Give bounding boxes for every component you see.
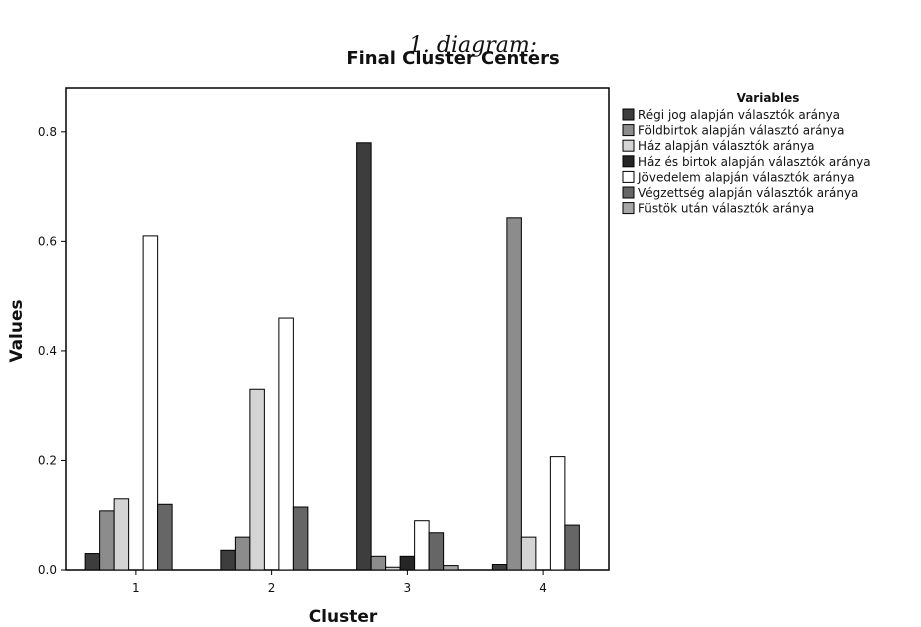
bar <box>356 142 372 571</box>
legend-title: Variables <box>737 91 800 105</box>
legend: Variables Régi jog alapján választók ará… <box>622 91 871 216</box>
x-tick-label: 3 <box>404 581 412 595</box>
bar <box>249 388 265 571</box>
bar <box>385 566 401 571</box>
legend-entry: Füstök után választók aránya <box>638 202 814 216</box>
legend-entry: Ház alapján választók aránya <box>638 139 814 153</box>
x-axis: 1 2 3 4 <box>132 570 547 595</box>
bar <box>520 536 537 571</box>
figure-caption: 1. diagram: <box>409 33 537 58</box>
legend-swatch <box>622 186 635 199</box>
bar <box>506 217 522 571</box>
bar <box>414 520 430 571</box>
bar <box>220 549 236 571</box>
bar <box>113 498 130 571</box>
y-tick-label: 0.4 <box>38 344 57 358</box>
x-tick-label: 4 <box>539 581 547 595</box>
bar <box>370 555 387 571</box>
bar <box>443 565 459 571</box>
legend-entry: Végzettség alapján választók aránya <box>638 186 858 200</box>
legend-swatch <box>622 139 635 152</box>
legend-swatch <box>622 170 635 183</box>
bar <box>278 317 294 571</box>
y-tick-label: 0.2 <box>38 453 57 467</box>
legend-entry: Jövedelem alapján választók aránya <box>637 170 855 184</box>
bar <box>491 564 508 571</box>
y-tick-label: 0.8 <box>38 125 57 139</box>
y-tick-label: 0.6 <box>38 234 57 248</box>
legend-swatch <box>622 202 635 215</box>
y-axis: 0.0 0.2 0.4 0.6 0.8 <box>38 125 66 577</box>
bars-group <box>84 142 580 571</box>
bar <box>99 510 115 571</box>
bar <box>234 536 251 571</box>
plot-frame <box>65 87 610 571</box>
bar <box>428 532 445 571</box>
bar <box>564 524 580 571</box>
bar <box>157 503 173 571</box>
bar <box>142 235 159 571</box>
legend-swatch <box>622 155 635 168</box>
chart-title: Final Cluster Centers <box>346 48 559 69</box>
y-tick-label: 0.0 <box>38 563 57 577</box>
x-axis-title: Cluster <box>309 607 378 627</box>
y-axis-title: Values <box>7 299 27 362</box>
legend-swatch <box>622 108 635 121</box>
bar <box>84 553 101 571</box>
legend-swatch <box>622 124 635 137</box>
bar <box>549 456 566 571</box>
x-tick-label: 1 <box>132 581 140 595</box>
bar <box>292 506 309 571</box>
legend-entry: Régi jog alapján választók aránya <box>638 108 840 122</box>
bar <box>399 555 416 571</box>
x-tick-label: 2 <box>268 581 276 595</box>
legend-entry: Földbirtok alapján választó aránya <box>638 124 844 138</box>
legend-entry: Ház és birtok alapján választók aránya <box>638 155 871 169</box>
